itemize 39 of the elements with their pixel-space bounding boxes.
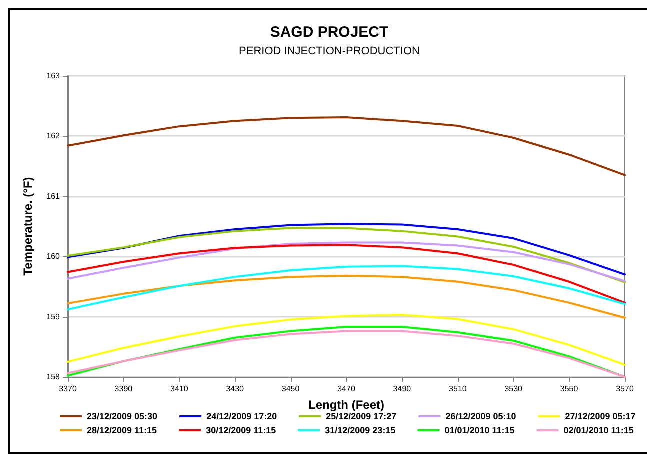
legend-label: 02/01/2010 11:15 xyxy=(564,426,634,436)
legend-label: 31/12/2009 23:15 xyxy=(325,426,396,436)
x-tick-label: 3510 xyxy=(449,384,468,394)
x-tick-label: 3450 xyxy=(282,384,300,394)
legend-label: 30/12/2009 11:15 xyxy=(206,426,276,436)
line-series xyxy=(67,265,626,311)
legend-label: 28/12/2009 11:15 xyxy=(87,426,158,436)
legend-label: 27/12/2009 05:17 xyxy=(565,412,636,422)
chart-subtitle: PERIOD INJECTION-PRODUCTION xyxy=(239,46,420,58)
y-tick-label: 160 xyxy=(46,252,61,262)
x-tick-label: 3570 xyxy=(616,384,634,394)
x-tick-label: 3410 xyxy=(170,384,189,394)
line-series xyxy=(67,223,626,276)
x-tick-label: 3550 xyxy=(560,384,579,394)
line-series xyxy=(67,274,626,320)
legend-label: 01/01/2010 11:15 xyxy=(444,426,515,436)
line-series xyxy=(67,314,626,366)
legend-label: 23/12/2009 05:30 xyxy=(87,412,158,422)
legend-label: 25/12/2009 17:27 xyxy=(326,412,397,422)
x-tick-label: 3430 xyxy=(226,384,245,394)
x-axis-title: Length (Feet) xyxy=(308,398,384,412)
x-tick-label: 3490 xyxy=(393,384,412,394)
x-tick-label: 3530 xyxy=(504,384,524,394)
line-series xyxy=(67,227,626,284)
y-tick-label: 159 xyxy=(46,312,61,322)
y-tick-label: 163 xyxy=(46,72,61,80)
y-tick-label: 161 xyxy=(46,192,61,201)
y-tick-label: 162 xyxy=(46,132,61,141)
line-series xyxy=(67,242,626,282)
line-series xyxy=(67,244,626,304)
x-tick-label: 3390 xyxy=(114,384,134,394)
legend-label: 26/12/2009 05:10 xyxy=(446,412,516,422)
legend-label: 24/12/2009 17:20 xyxy=(206,412,278,422)
line-series xyxy=(67,116,626,176)
x-tick-label: 3470 xyxy=(338,384,356,394)
y-tick-label: 158 xyxy=(46,372,61,382)
x-tick-label: 3370 xyxy=(59,384,78,394)
chart-title: SAGD PROJECT xyxy=(270,24,389,41)
y-axis-title: Temperature. (°F) xyxy=(21,177,35,276)
